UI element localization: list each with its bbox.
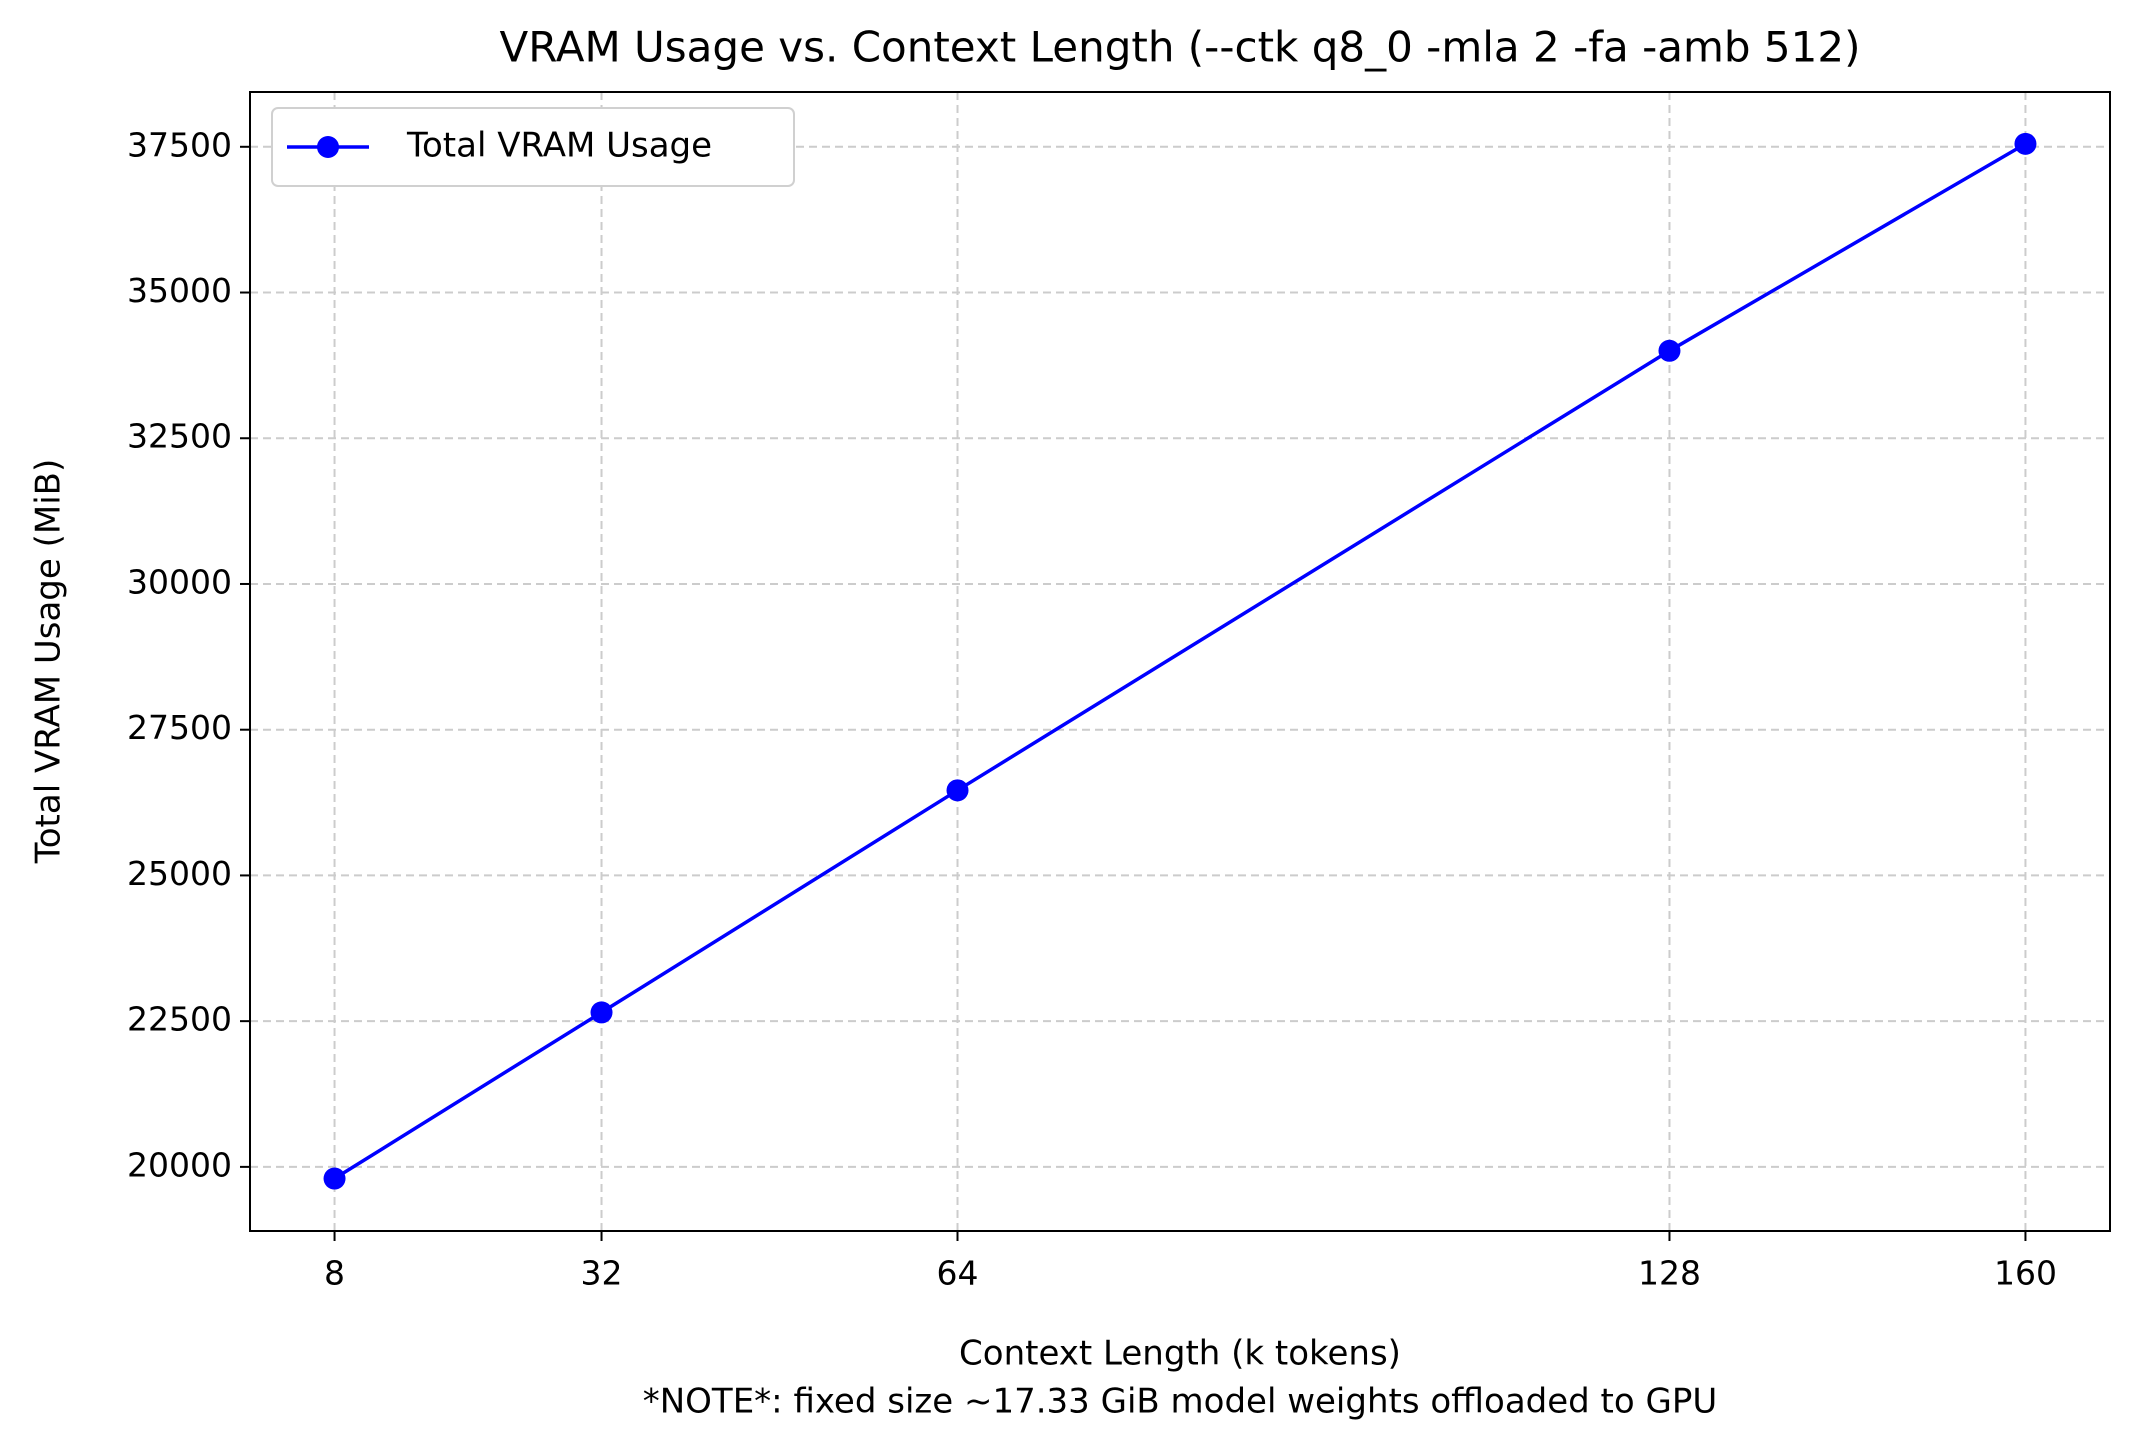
y-tick-label: 22500	[127, 1000, 232, 1039]
chart-title: VRAM Usage vs. Context Length (--ctk q8_…	[500, 23, 1861, 72]
x-tick-label: 128	[1638, 1254, 1701, 1293]
y-tick-label: 20000	[127, 1145, 232, 1184]
data-point	[590, 1001, 613, 1024]
legend-label: Total VRAM Usage	[406, 126, 712, 166]
x-tick-label: 64	[937, 1254, 979, 1293]
y-axis-label: Total VRAM Usage (MiB)	[29, 459, 69, 865]
y-tick-label: 35000	[127, 271, 232, 310]
y-tick-label: 32500	[127, 417, 232, 456]
plot-frame	[249, 91, 2111, 1232]
y-tick-label: 37500	[127, 125, 232, 164]
legend-box	[271, 107, 795, 187]
x-tick-label: 8	[324, 1254, 345, 1293]
y-tick-label: 27500	[127, 708, 232, 747]
data-point	[323, 1167, 346, 1190]
y-tick-label: 30000	[127, 562, 232, 601]
note: *NOTE*: fixed size ~17.33 GiB model weig…	[643, 1382, 1718, 1422]
x-axis-label: Context Length (k tokens)	[959, 1334, 1401, 1374]
legend-marker	[317, 136, 339, 158]
x-tick-label: 32	[581, 1254, 623, 1293]
y-tick-label: 25000	[127, 854, 232, 893]
x-tick-label: 160	[1994, 1254, 2057, 1293]
data-point	[2014, 132, 2037, 155]
data-point	[1658, 339, 1681, 362]
data-line	[333, 142, 2027, 1181]
data-point	[946, 779, 969, 802]
